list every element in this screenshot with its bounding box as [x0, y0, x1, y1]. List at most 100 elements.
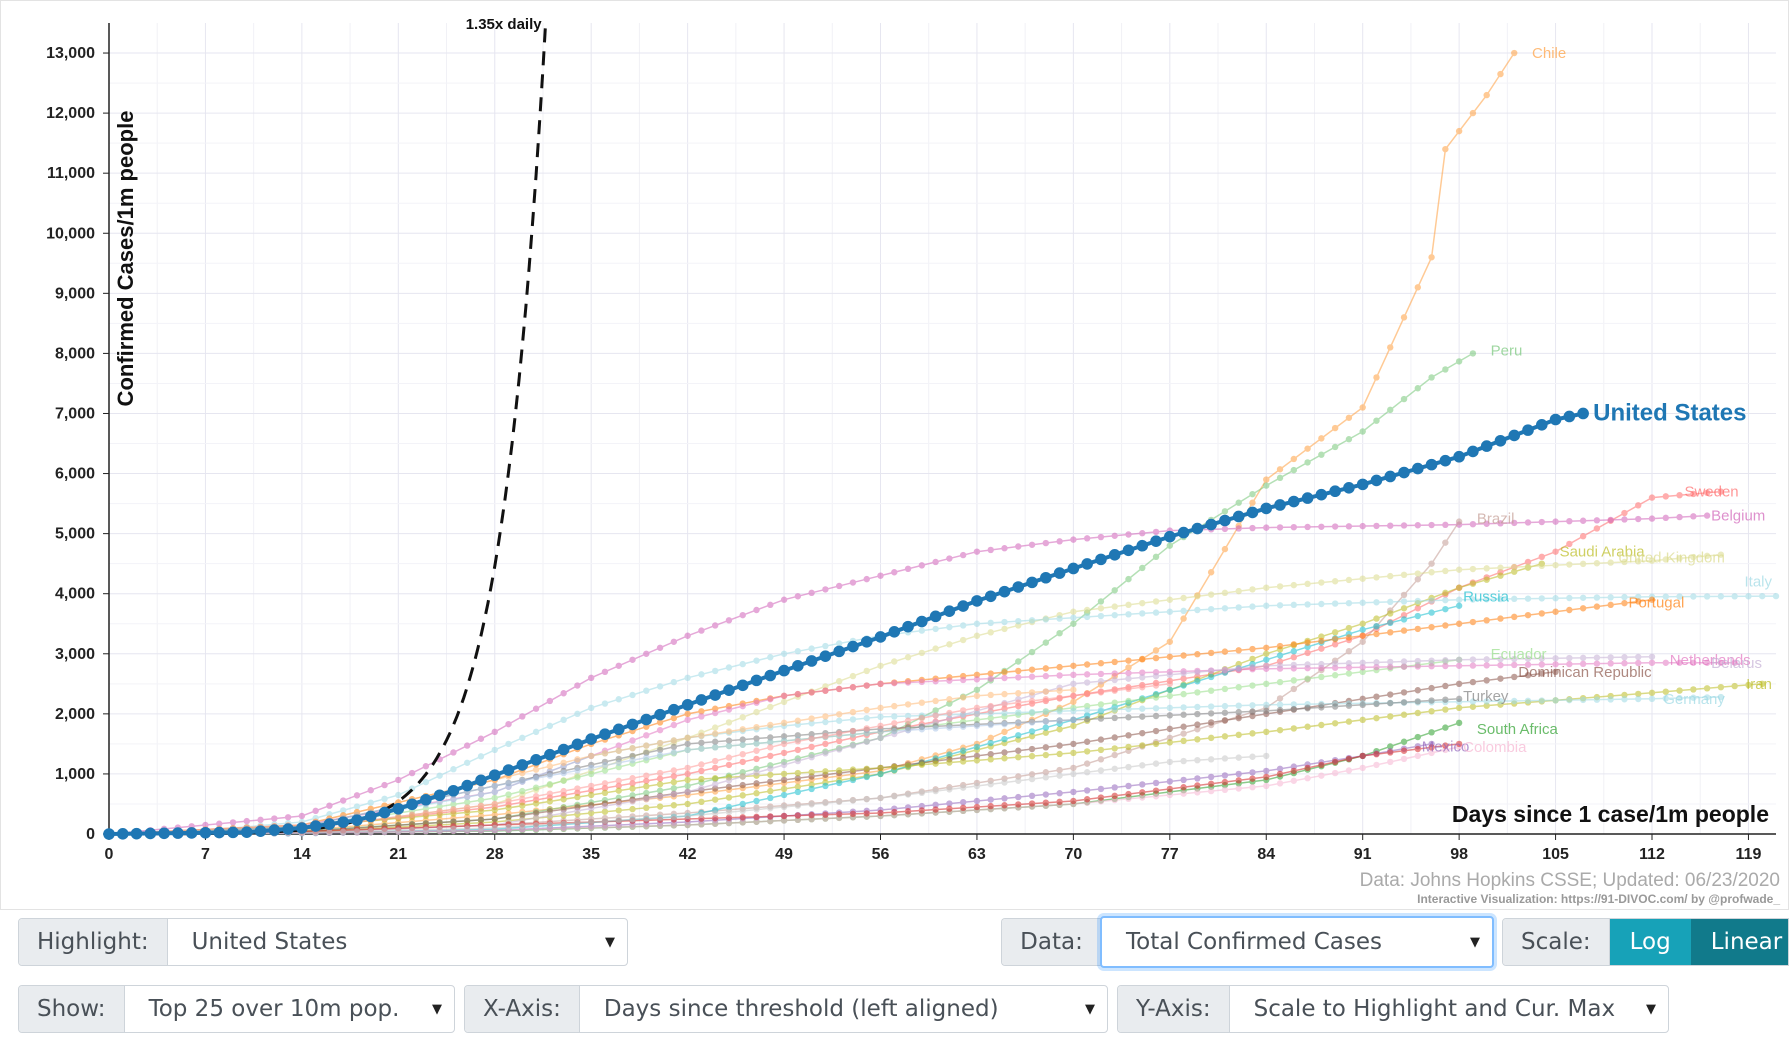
series-point	[1125, 782, 1132, 790]
series-point	[1028, 689, 1036, 696]
series-point	[1290, 455, 1298, 463]
highlight-point	[819, 650, 832, 662]
highlight-point	[1067, 562, 1080, 575]
highlight-point	[1508, 429, 1521, 442]
series-point	[1400, 738, 1408, 745]
series-point	[381, 795, 388, 803]
xaxis-value: Days since threshold (left aligned)	[603, 996, 999, 1022]
series-point	[877, 728, 884, 736]
series-point	[739, 819, 746, 826]
series-point	[1690, 553, 1697, 561]
series-label: Russia	[1463, 589, 1510, 606]
series-point	[1400, 605, 1408, 612]
series-point	[1290, 767, 1298, 775]
series-point	[835, 811, 843, 818]
series-point	[1511, 697, 1518, 705]
highlight-label: United States	[1593, 399, 1746, 426]
series-point	[436, 772, 443, 779]
series-point	[395, 813, 402, 820]
series-point	[615, 777, 622, 784]
highlight-point	[1301, 492, 1314, 504]
series-point	[643, 749, 650, 757]
series-point	[1442, 589, 1449, 597]
highlight-point	[888, 626, 901, 638]
xaxis-select[interactable]: X-Axis: Days since threshold (left align…	[464, 985, 1108, 1033]
series-point	[1235, 525, 1242, 532]
series-point	[1180, 790, 1187, 797]
highlight-point	[309, 820, 322, 832]
scale-linear-button[interactable]: Linear	[1690, 919, 1788, 965]
show-select[interactable]: Show: Top 25 over 10m pop. ▼	[18, 985, 455, 1033]
series-point	[1579, 654, 1587, 662]
series-point	[918, 678, 926, 686]
series-point	[987, 691, 994, 699]
series-point	[1359, 575, 1366, 582]
series-point	[918, 627, 926, 634]
series-point	[1152, 705, 1160, 712]
series-point	[1524, 697, 1532, 704]
series-point	[1345, 767, 1353, 774]
series-point	[1235, 785, 1242, 792]
series-point	[1139, 674, 1146, 681]
series-point	[629, 798, 636, 805]
series-point	[1249, 682, 1256, 689]
series-point	[1428, 749, 1435, 757]
highlight-point	[1549, 413, 1562, 426]
series-point	[601, 817, 609, 825]
series-point	[1001, 728, 1008, 736]
series-point	[780, 770, 788, 778]
series-point	[1387, 699, 1394, 707]
series-point	[753, 790, 760, 797]
highlight-point	[1164, 530, 1176, 543]
series-point	[491, 746, 498, 754]
series-point	[546, 697, 554, 705]
series-point	[1125, 657, 1132, 664]
series-point	[684, 782, 691, 790]
series-point	[1276, 780, 1284, 787]
series-point	[1083, 748, 1091, 755]
y-tick-label: 13,000	[46, 45, 95, 62]
series-label: Italy	[1744, 574, 1772, 591]
series-point	[1428, 254, 1435, 261]
series-point	[849, 797, 857, 804]
series-point	[1180, 615, 1187, 622]
highlight-point	[1315, 488, 1328, 501]
series-point	[1497, 675, 1504, 682]
data-select[interactable]: Total Confirmed Cases ▼	[1100, 916, 1494, 968]
series-point	[904, 565, 912, 573]
highlight-point	[805, 655, 818, 667]
highlight-point	[1563, 410, 1576, 423]
x-tick-label: 63	[968, 846, 986, 863]
series-point	[877, 662, 884, 669]
series-point	[932, 787, 939, 795]
series-point	[477, 825, 485, 832]
series-point	[1442, 706, 1449, 713]
y-tick-label: 10,000	[46, 225, 95, 242]
highlight-select[interactable]: Highlight: United States ▼	[18, 918, 628, 966]
series-point	[1359, 716, 1366, 724]
yaxis-select[interactable]: Y-Axis: Scale to Highlight and Cur. Max ▼	[1117, 985, 1669, 1033]
series-point	[1593, 696, 1601, 703]
series-point	[1180, 711, 1187, 718]
series-point	[422, 826, 430, 833]
highlight-point	[778, 664, 790, 677]
series-point	[670, 778, 678, 786]
series-point	[1015, 658, 1022, 665]
series-point	[615, 742, 622, 749]
series-point	[1028, 771, 1036, 778]
x-tick-label: 42	[679, 846, 697, 863]
series-point	[1428, 657, 1435, 664]
series-point	[891, 793, 898, 800]
series-point	[1015, 801, 1022, 808]
series-point	[1276, 583, 1284, 590]
scale-log-button[interactable]: Log	[1609, 919, 1691, 965]
series-point	[1290, 654, 1298, 661]
series-point	[1166, 791, 1174, 799]
series-point	[808, 715, 815, 722]
series-point	[1428, 560, 1435, 567]
series-point	[1111, 734, 1118, 741]
series-point	[987, 739, 994, 747]
series-point	[1414, 745, 1422, 753]
series-point	[1593, 654, 1601, 661]
series-point	[1497, 520, 1504, 527]
